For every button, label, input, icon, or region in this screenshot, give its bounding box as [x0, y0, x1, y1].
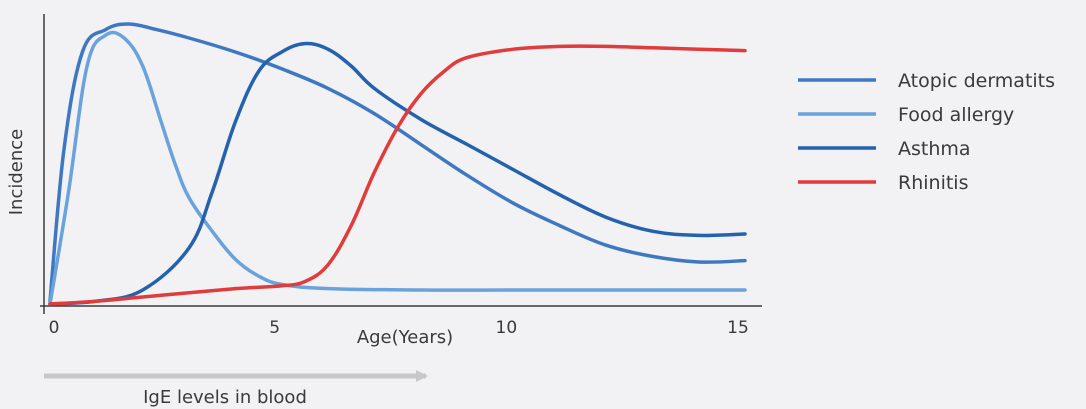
x-tick-label-15: 15 [727, 318, 749, 338]
legend: Atopic dermatits Food allergy Asthma Rhinit… [798, 70, 1055, 194]
legend-label-food-allergy: Food allergy [898, 104, 1014, 126]
legend-label-rhinitis: Rhinitis [898, 172, 968, 194]
x-tick-labels: 0 5 10 15 [49, 318, 749, 338]
x-tick-label-0: 0 [49, 318, 60, 338]
series-layer [48, 22, 747, 306]
series-line-asthma [48, 41, 747, 306]
series-line-food-allergy [48, 30, 747, 306]
legend-label-asthma: Asthma [898, 138, 971, 160]
y-axis-label: Incidence [6, 129, 27, 216]
x-axis-label: Age(Years) [357, 327, 453, 348]
series-line-rhinitis [48, 44, 747, 306]
x-tick-label-10: 10 [496, 318, 518, 338]
legend-label-atopic-dermatits: Atopic dermatits [898, 70, 1055, 92]
series-line-atopic-dermatits [48, 22, 747, 303]
x-tick-label-5: 5 [269, 318, 280, 338]
ige-arrow-label: IgE levels in blood [143, 387, 307, 408]
